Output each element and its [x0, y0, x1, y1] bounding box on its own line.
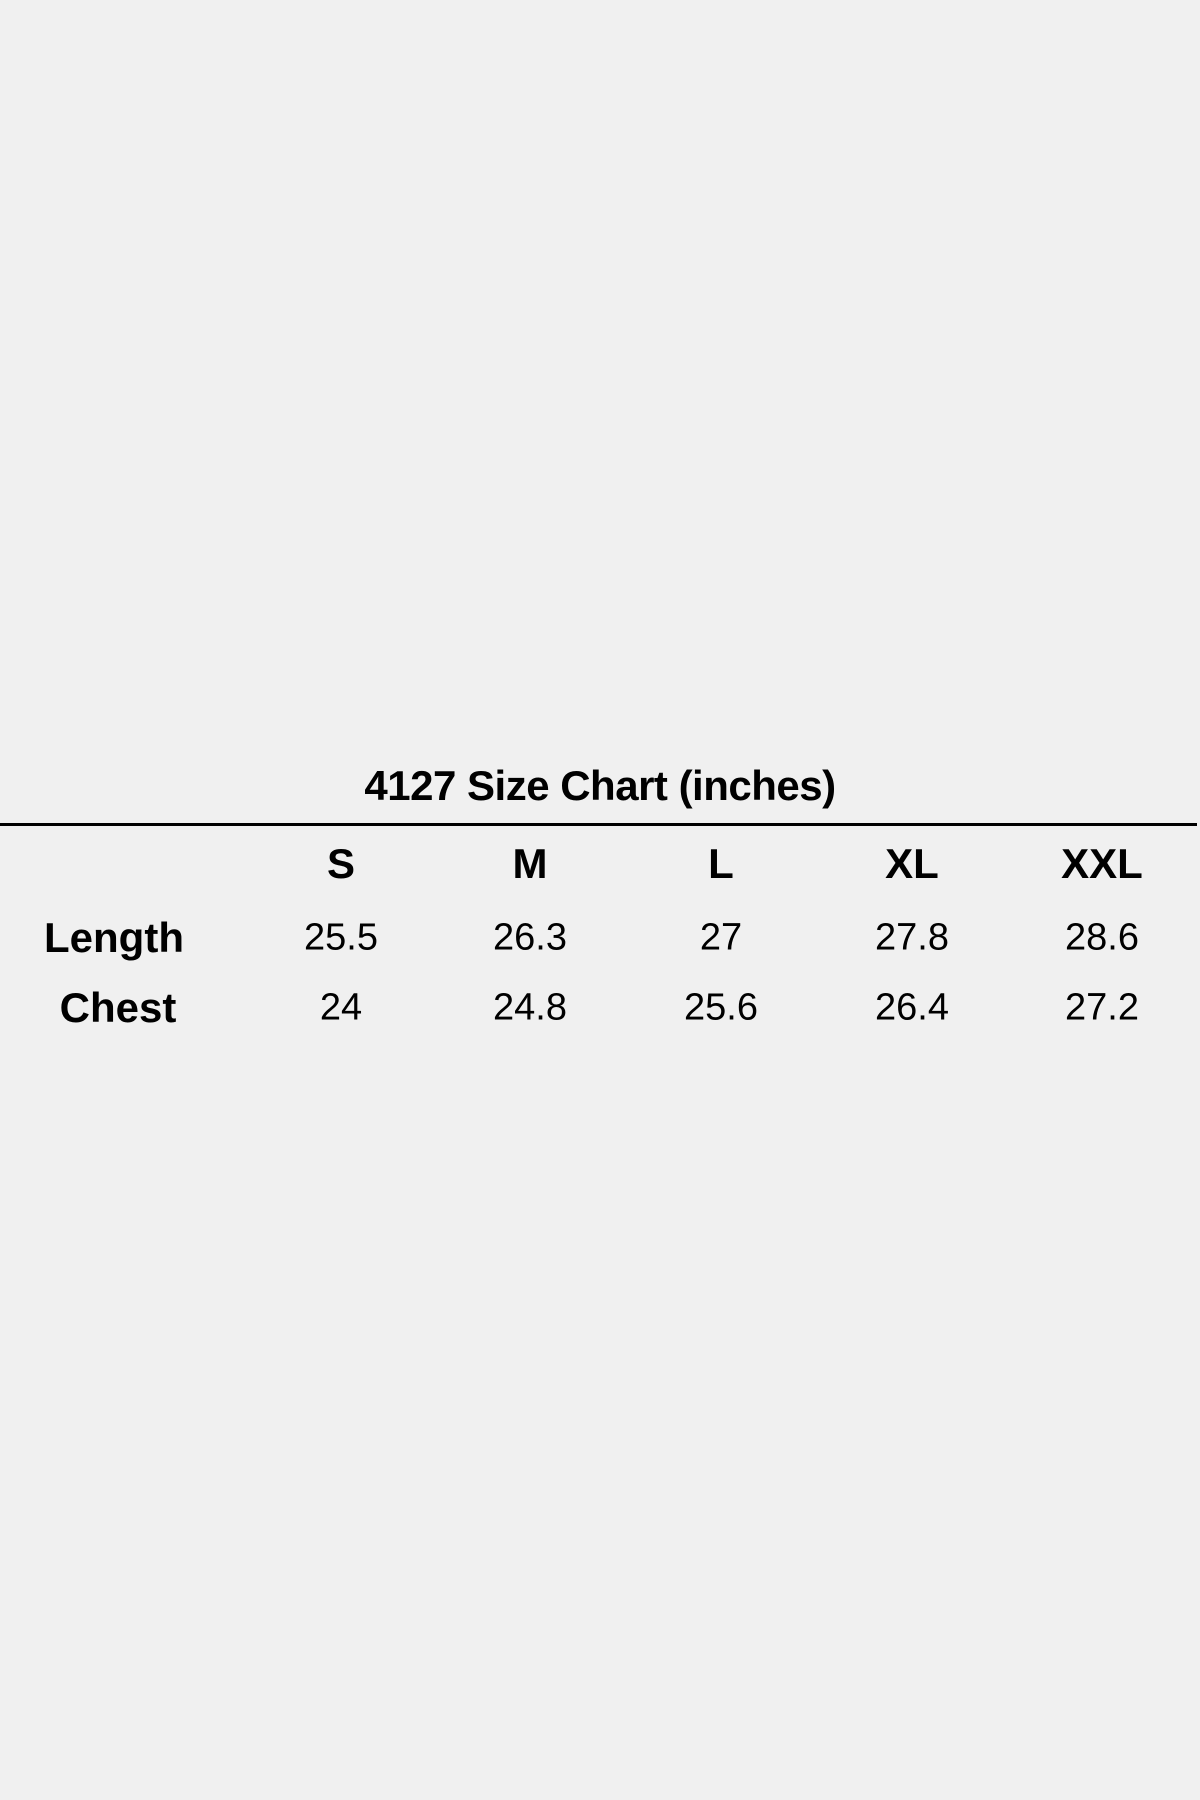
table-cell: 26.3 — [493, 916, 567, 959]
row-label-length: Length — [44, 914, 184, 961]
table-cell: 24 — [319, 986, 363, 1029]
column-header-m: M — [512, 840, 548, 887]
table-cell: 24.8 — [493, 986, 567, 1029]
row-label-chest: Chest — [59, 984, 177, 1031]
size-chart-title: 4127 Size Chart (inches) — [364, 762, 836, 809]
table-cell: 27.2 — [1065, 986, 1139, 1029]
table-cell: 25.5 — [304, 916, 378, 959]
table-cell: 25.6 — [684, 986, 758, 1029]
table-cell: 27 — [699, 916, 743, 959]
table-cell: 28.6 — [1065, 916, 1139, 959]
column-header-xxl: XXL — [1061, 840, 1143, 887]
column-header-l: L — [708, 840, 734, 887]
column-header-xl: XL — [885, 840, 939, 887]
table-cell: 26.4 — [875, 986, 949, 1029]
title-divider — [0, 823, 1197, 826]
column-header-s: S — [326, 840, 356, 887]
table-cell: 27.8 — [875, 916, 949, 959]
